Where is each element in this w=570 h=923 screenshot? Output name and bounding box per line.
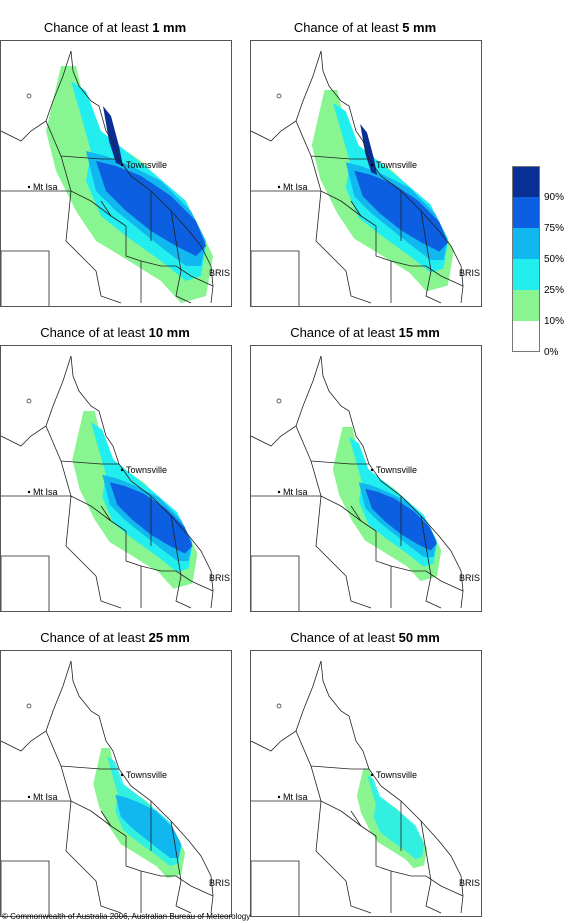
rainfall-map: Townsville Mt Isa BRIS — [251, 660, 480, 916]
map-boundary — [295, 730, 432, 882]
label-townsville: Townsville — [126, 465, 167, 475]
probability-legend: 90% 75% 50% 25% 10% 0% — [512, 166, 564, 358]
label-bris: BRIS — [459, 573, 480, 583]
map-boundary — [1, 800, 214, 897]
map-boundary — [45, 120, 182, 272]
map-boundary — [251, 860, 300, 916]
map-boundary — [251, 800, 464, 897]
map-boundary — [95, 261, 192, 304]
map-boundary — [251, 555, 300, 611]
legend-swatch-10-25 — [512, 290, 540, 321]
rainfall-map: Townsville Mt Isa BRIS — [251, 50, 480, 306]
legend-swatch-0-10 — [512, 321, 540, 352]
island-marker — [276, 93, 282, 99]
map-boundary — [1, 355, 72, 447]
map-panel-50mm: Townsville Mt Isa BRIS — [250, 650, 482, 917]
label-bris: BRIS — [459, 878, 480, 888]
map-boundary — [345, 261, 442, 304]
label-townsville: Townsville — [376, 160, 417, 170]
label-mt-isa: Mt Isa — [33, 487, 58, 497]
map-boundary — [1, 860, 50, 916]
copyright-notice: © Commonwealth of Australia 2006, Austra… — [2, 912, 251, 921]
island-marker — [26, 93, 32, 99]
legend-tick-0: 0% — [544, 347, 559, 358]
label-mt-isa: Mt Isa — [283, 792, 308, 802]
rain-zone — [103, 106, 123, 166]
panel-title-5mm: Chance of at least 5 mm — [293, 20, 437, 35]
rainfall-map: Townsville Mt Isa BRIS — [1, 50, 230, 306]
map-boundary — [345, 566, 442, 609]
map-panel-15mm: Townsville Mt Isa BRIS — [250, 345, 482, 612]
label-mt-isa: Mt Isa — [33, 182, 58, 192]
map-boundary — [70, 50, 214, 304]
label-townsville: Townsville — [126, 770, 167, 780]
label-bris: BRIS — [209, 573, 230, 583]
map-boundary — [1, 660, 72, 752]
island-marker — [26, 703, 32, 709]
map-boundary — [251, 190, 464, 287]
map-boundary — [295, 120, 432, 272]
map-panel-25mm: Townsville Mt Isa BRIS — [0, 650, 232, 917]
map-boundary — [251, 250, 300, 306]
rainfall-map: Townsville Mt Isa BRIS — [1, 660, 230, 916]
map-boundary — [95, 871, 192, 914]
map-boundary — [345, 871, 442, 914]
map-boundary — [1, 250, 50, 306]
legend-tick-50: 50% — [544, 254, 565, 265]
label-mt-isa: Mt Isa — [283, 487, 308, 497]
legend-swatch-25-50 — [512, 259, 540, 290]
rainfall-map: Townsville Mt Isa BRIS — [251, 355, 480, 611]
panel-title-10mm: Chance of at least 10 mm — [40, 325, 190, 340]
panel-title-25mm: Chance of at least 25 mm — [40, 630, 190, 645]
label-bris: BRIS — [459, 268, 480, 278]
rain-zone — [367, 775, 425, 860]
map-boundary — [95, 566, 192, 609]
map-boundary — [45, 425, 182, 577]
map-boundary — [1, 555, 50, 611]
legend-tick-10: 10% — [544, 316, 565, 327]
legend-tick-25: 25% — [544, 285, 565, 296]
label-townsville: Townsville — [376, 465, 417, 475]
map-boundary — [1, 190, 214, 287]
map-boundary — [320, 50, 464, 304]
rainfall-map: Townsville Mt Isa BRIS — [1, 355, 230, 611]
label-bris: BRIS — [209, 878, 230, 888]
legend-swatch-90-100 — [512, 166, 540, 197]
map-boundary — [45, 730, 182, 882]
panel-title-1mm: Chance of at least 1 mm — [43, 20, 187, 35]
map-panel-5mm: Townsville Mt Isa BRIS — [250, 40, 482, 307]
map-panel-10mm: Townsville Mt Isa BRIS — [0, 345, 232, 612]
map-boundary — [295, 425, 432, 577]
map-boundary — [251, 660, 322, 752]
island-marker — [276, 398, 282, 404]
label-bris: BRIS — [209, 268, 230, 278]
map-boundary — [251, 355, 322, 447]
map-boundary — [1, 495, 214, 592]
map-boundary — [251, 495, 464, 592]
map-boundary — [320, 660, 464, 914]
map-boundary — [320, 355, 464, 609]
legend-swatch-75-90 — [512, 197, 540, 228]
legend-swatch-50-75 — [512, 228, 540, 259]
island-marker — [276, 703, 282, 709]
label-townsville: Townsville — [126, 160, 167, 170]
map-panel-1mm: Townsville Mt Isa BRIS — [0, 40, 232, 307]
label-mt-isa: Mt Isa — [33, 792, 58, 802]
map-boundary — [70, 660, 214, 914]
rain-zone — [360, 124, 378, 175]
label-townsville: Townsville — [376, 770, 417, 780]
panel-title-50mm: Chance of at least 50 mm — [290, 630, 440, 645]
panel-title-15mm: Chance of at least 15 mm — [290, 325, 440, 340]
rain-zone — [115, 794, 182, 858]
legend-tick-75: 75% — [544, 223, 565, 234]
label-mt-isa: Mt Isa — [283, 182, 308, 192]
map-boundary — [70, 355, 214, 609]
map-boundary — [251, 50, 322, 142]
island-marker — [26, 398, 32, 404]
legend-tick-90: 90% — [544, 192, 565, 203]
